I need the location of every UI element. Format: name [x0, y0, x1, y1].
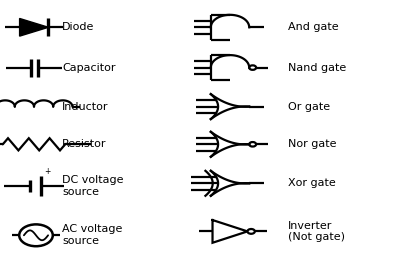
Text: Xor gate: Xor gate: [288, 178, 336, 188]
Text: Or gate: Or gate: [288, 102, 330, 112]
Text: Inverter
(Not gate): Inverter (Not gate): [288, 220, 345, 242]
Text: Nor gate: Nor gate: [288, 139, 336, 149]
Polygon shape: [20, 18, 48, 36]
Text: DC voltage
source: DC voltage source: [62, 175, 124, 197]
Text: Nand gate: Nand gate: [288, 63, 346, 73]
Text: Inductor: Inductor: [62, 102, 108, 112]
Text: Resistor: Resistor: [62, 139, 106, 149]
Text: Diode: Diode: [62, 22, 94, 32]
Text: And gate: And gate: [288, 22, 339, 32]
Text: Capacitor: Capacitor: [62, 63, 116, 73]
Text: +: +: [44, 167, 51, 176]
Text: AC voltage
source: AC voltage source: [62, 224, 122, 246]
